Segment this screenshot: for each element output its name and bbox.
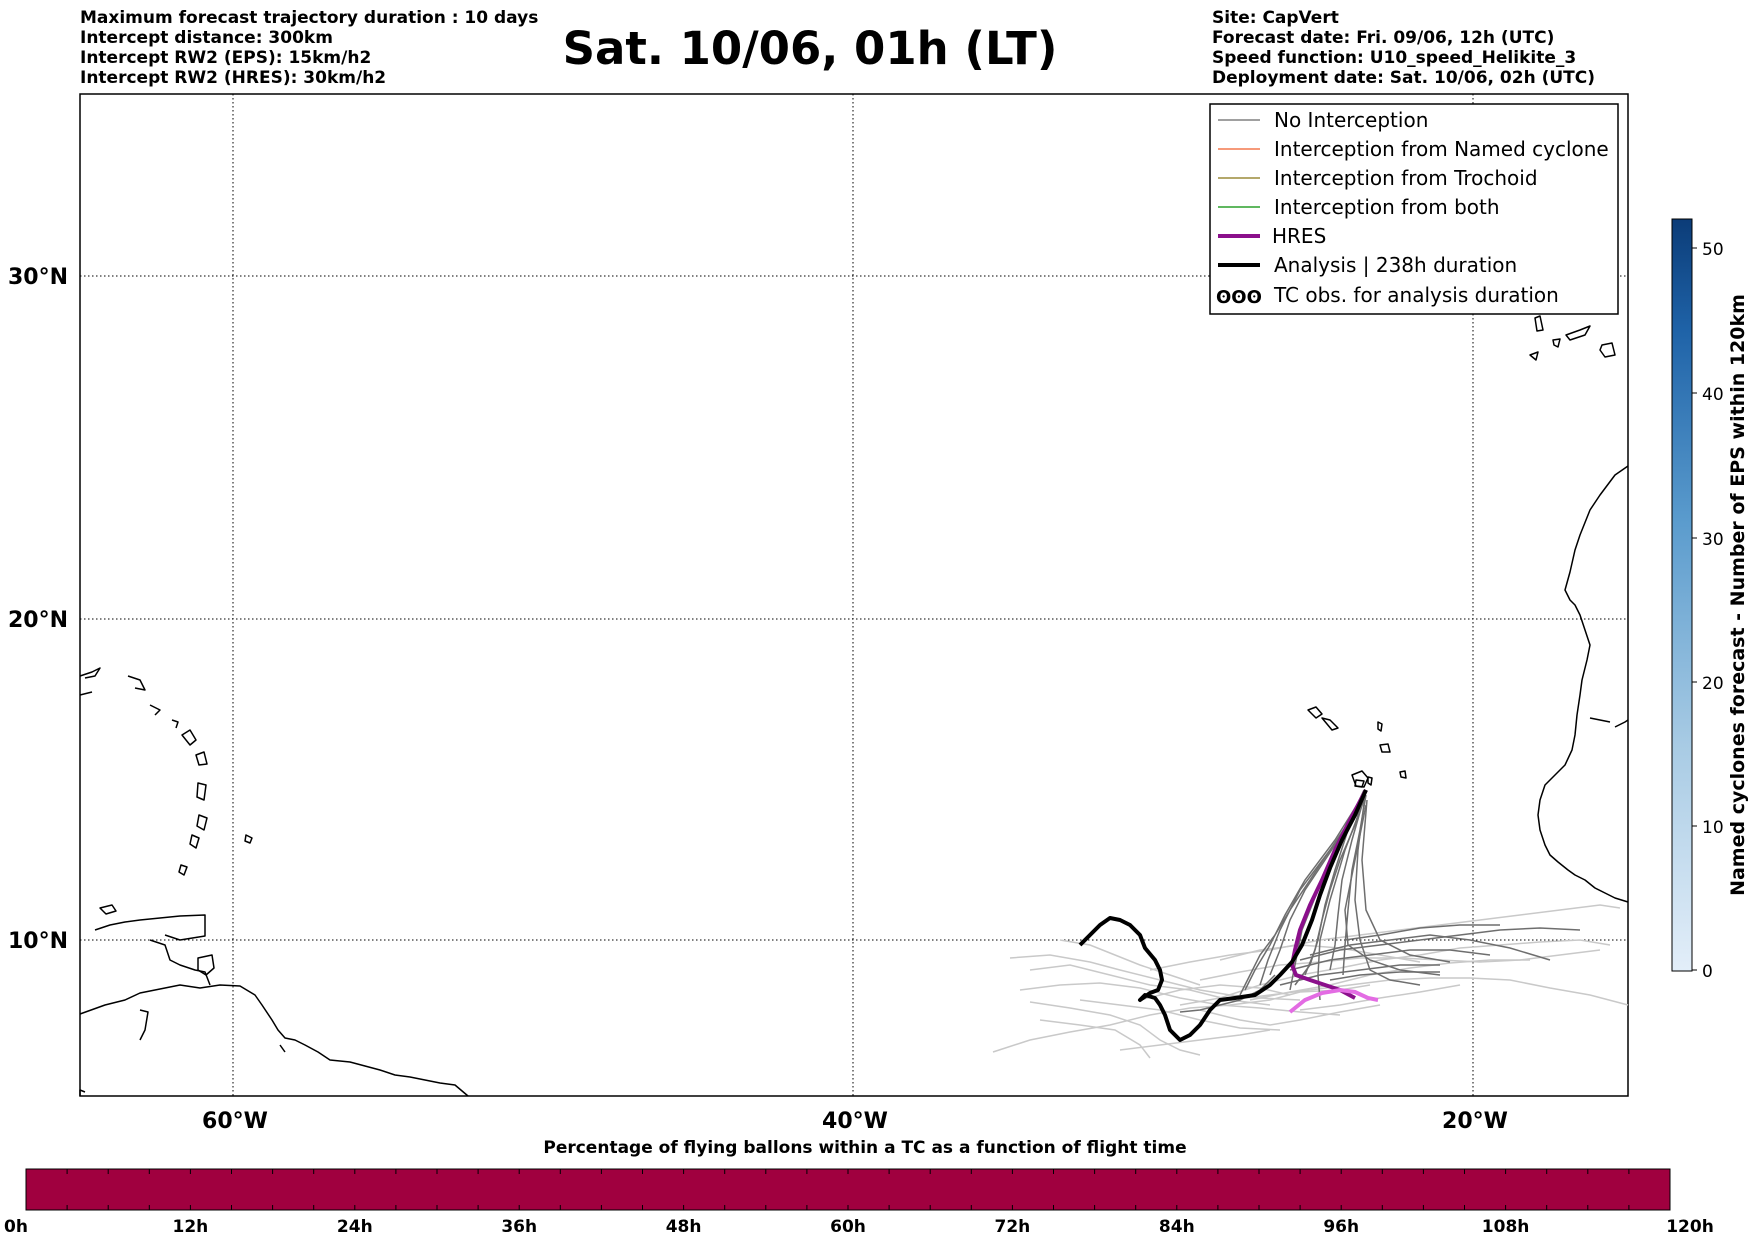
legend-label-hres: HRES bbox=[1272, 224, 1326, 248]
timebar-label: 36h bbox=[501, 1217, 537, 1237]
site-info: Site: CapVert Forecast date: Fri. 09/06,… bbox=[1212, 8, 1595, 88]
timebar-label: 60h bbox=[830, 1217, 866, 1237]
coast-south-america bbox=[79, 984, 469, 1097]
param-duration: Maximum forecast trajectory duration : 1… bbox=[80, 8, 539, 28]
analysis-trajectory bbox=[1078, 789, 1368, 1042]
legend-label-analysis: Analysis | 238h duration bbox=[1274, 253, 1517, 277]
legend-label-tc-obs: TC obs. for analysis duration bbox=[1273, 283, 1559, 307]
hres-trajectory-tail bbox=[1288, 987, 1379, 1014]
param-intercept-distance: Intercept distance: 300km bbox=[80, 28, 333, 48]
timebar-label: 108h bbox=[1482, 1217, 1530, 1237]
param-intercept-eps: Intercept RW2 (EPS): 15km/h2 bbox=[80, 48, 372, 68]
lat-label-20n: 20°N bbox=[8, 608, 68, 633]
timebar-label: 24h bbox=[337, 1217, 373, 1237]
colorbar-tick-50: 50 bbox=[1702, 240, 1724, 260]
graticule bbox=[80, 94, 1628, 1096]
forecast-parameters: Maximum forecast trajectory duration : 1… bbox=[80, 8, 538, 88]
speed-function: Speed function: U10_speed_Helikite_3 bbox=[1212, 48, 1577, 68]
colorbar-tick-10: 10 bbox=[1702, 818, 1724, 838]
page-title: Sat. 10/06, 01h (LT) bbox=[562, 22, 1058, 75]
colorbar-label: Named cyclones forecast - Number of EPS … bbox=[1727, 294, 1749, 896]
timebar-label: 72h bbox=[995, 1217, 1031, 1237]
lon-label-20w: 20°W bbox=[1442, 1109, 1508, 1134]
lat-label-10n: 10°N bbox=[8, 929, 68, 954]
timebar-label: 96h bbox=[1323, 1217, 1359, 1237]
flight-time-bar: Percentage of flying ballons within a TC… bbox=[4, 1138, 1714, 1237]
legend-label-trochoid: Interception from Trochoid bbox=[1274, 166, 1538, 190]
timebar-title: Percentage of flying ballons within a TC… bbox=[543, 1138, 1186, 1158]
timebar-label: 48h bbox=[666, 1217, 702, 1237]
coast-cape-verde bbox=[1307, 706, 1323, 719]
timebar-label: 120h bbox=[1666, 1217, 1714, 1237]
eps-colorbar: 0 10 20 30 40 50 Named cyclones forecast… bbox=[1671, 218, 1749, 982]
tc-obs-icon: ʘʘʘ bbox=[1216, 287, 1262, 308]
coastlines bbox=[79, 315, 1629, 1097]
lat-label-30n: 30°N bbox=[8, 265, 68, 290]
lon-label-60w: 60°W bbox=[202, 1109, 268, 1134]
forecast-date: Forecast date: Fri. 09/06, 12h (UTC) bbox=[1212, 28, 1555, 48]
param-intercept-hres: Intercept RW2 (HRES): 30km/h2 bbox=[80, 68, 387, 88]
timebar-label: 84h bbox=[1159, 1217, 1195, 1237]
legend-label-no-interception: No Interception bbox=[1274, 108, 1428, 132]
colorbar-tick-40: 40 bbox=[1702, 385, 1724, 405]
colorbar-tick-0: 0 bbox=[1702, 962, 1713, 982]
colorbar-tick-20: 20 bbox=[1702, 674, 1724, 694]
coast-africa bbox=[1537, 465, 1629, 903]
coast-canary-islands bbox=[1534, 315, 1544, 332]
legend-label-named-cyclone: Interception from Named cyclone bbox=[1274, 137, 1609, 161]
legend-label-both: Interception from both bbox=[1274, 195, 1500, 219]
timebar-label: 0h bbox=[4, 1217, 28, 1237]
colorbar-tick-30: 30 bbox=[1702, 530, 1724, 550]
eps-trajectories-light bbox=[992, 904, 1629, 1059]
hres-trajectory bbox=[1289, 789, 1368, 1000]
legend: No Interception Interception from Named … bbox=[1209, 103, 1619, 315]
lon-label-40w: 40°W bbox=[822, 1109, 888, 1134]
timebar-label: 12h bbox=[173, 1217, 209, 1237]
deployment-date: Deployment date: Sat. 10/06, 02h (UTC) bbox=[1212, 68, 1596, 88]
site-name: Site: CapVert bbox=[1212, 8, 1339, 28]
